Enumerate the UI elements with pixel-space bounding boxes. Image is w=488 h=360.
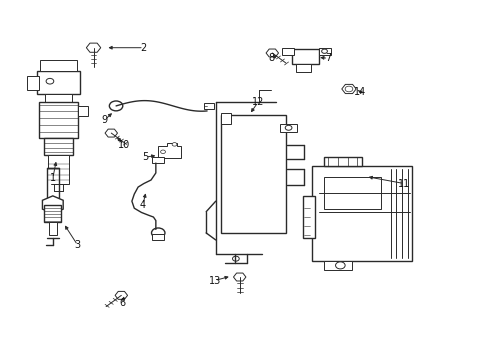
Circle shape [345,86,352,92]
Bar [303,196,314,238]
Circle shape [232,256,239,261]
Text: 2: 2 [141,43,147,53]
Polygon shape [42,196,63,213]
Text: 7: 7 [325,53,331,63]
Circle shape [109,101,122,111]
Circle shape [172,143,177,146]
Bar [221,115,285,233]
Bar [44,138,73,155]
Bar [45,94,72,102]
Bar [37,71,80,94]
Circle shape [151,228,164,238]
Bar [203,103,214,109]
Circle shape [46,78,54,84]
Polygon shape [105,129,117,137]
Bar [41,60,77,71]
Bar [281,48,293,55]
Bar [296,64,310,72]
Text: 11: 11 [397,179,409,189]
Polygon shape [341,84,355,94]
Text: 8: 8 [268,53,274,63]
Text: 4: 4 [140,200,146,210]
Text: 1: 1 [50,173,56,183]
Polygon shape [233,273,245,281]
Bar [48,155,69,184]
Circle shape [160,150,165,153]
Circle shape [321,49,327,53]
Bar [323,261,352,270]
Bar [152,157,163,163]
Circle shape [335,262,345,269]
Text: 5: 5 [142,152,148,162]
Bar [311,166,411,261]
Polygon shape [158,143,181,158]
Bar [280,123,297,132]
Bar [323,157,361,166]
Bar [78,106,88,117]
Bar [323,177,380,209]
Bar [152,234,163,240]
Polygon shape [86,43,101,52]
Bar [47,168,59,198]
Polygon shape [265,49,278,57]
Text: 12: 12 [251,98,264,107]
Text: 6: 6 [119,298,125,309]
Bar [221,113,231,123]
Text: 14: 14 [354,87,366,97]
Bar [40,102,78,138]
Circle shape [285,125,291,130]
Text: 10: 10 [118,140,130,150]
Bar [44,205,61,222]
Bar [49,222,57,235]
Text: 13: 13 [208,275,221,285]
Bar [27,76,40,90]
Bar [318,48,330,55]
Text: 9: 9 [102,115,107,125]
Bar [292,49,318,64]
Polygon shape [115,291,127,299]
Text: 3: 3 [75,240,81,250]
